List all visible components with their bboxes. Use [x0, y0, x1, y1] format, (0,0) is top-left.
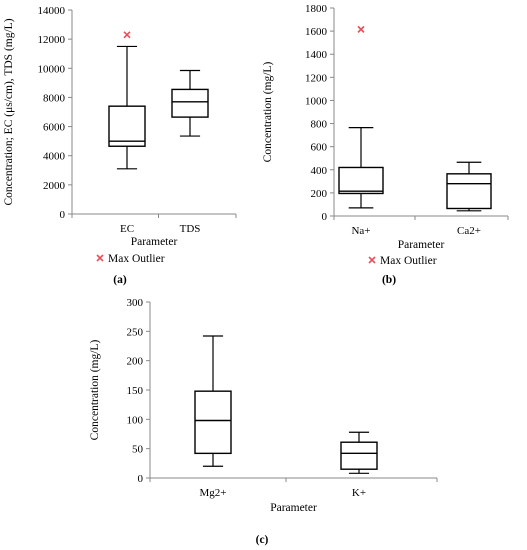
chart-panel-a: 0 2000 4000 6000 8000 10000 12000 14000 EC TDS Con… — [3, 5, 237, 286]
box-k — [340, 431, 378, 474]
chart-panel-c: 0 50 100 150 200 250 300 Mg2+ K+ Concentration (m… — [89, 297, 438, 546]
panel-label: (a) — [113, 274, 127, 286]
legend: Max Outlier — [368, 255, 437, 267]
x-tick-label: Mg2+ — [200, 487, 227, 499]
max-outlier-marker — [357, 25, 365, 33]
x-tick-label: Na+ — [351, 225, 370, 237]
y-axis-title: Concentration (mg/L) — [262, 62, 274, 163]
y-tick-label: 200 — [311, 188, 328, 200]
x-tick-label: EC — [120, 223, 134, 235]
x-tick-label: TDS — [180, 223, 201, 235]
y-tick-label: 250 — [127, 326, 144, 338]
legend-outlier-icon — [96, 254, 104, 262]
legend-label: Max Outlier — [380, 255, 437, 267]
y-tick-label: 1000 — [305, 95, 328, 107]
iqr-box — [338, 166, 384, 195]
box-na — [338, 126, 384, 209]
y-tick-label: 2000 — [43, 180, 66, 192]
y-tick-label: 10000 — [38, 63, 66, 75]
y-tick-label: 0 — [60, 209, 66, 221]
y-tick-label: 0 — [138, 473, 144, 485]
y-tick-label: 1600 — [305, 26, 328, 38]
panel-label: (b) — [382, 274, 396, 286]
outlier-stroke — [357, 25, 365, 33]
y-tick-label: 1200 — [305, 72, 328, 84]
x-axis-title: Parameter — [270, 502, 317, 514]
y-tick-label: 50 — [132, 444, 144, 456]
y-tick-label: 0 — [322, 211, 328, 223]
y-tick-label: 12000 — [38, 34, 66, 46]
chart-panel-b: 0 200 400 600 800 1000 1200 1400 1600 1800 Na+ Ca2+… — [262, 3, 509, 286]
y-tick-label: 6000 — [43, 122, 66, 134]
y-tick-label: 200 — [127, 356, 144, 368]
x-tick-label: K+ — [352, 487, 366, 499]
panel-label: (c) — [256, 534, 269, 546]
x-axis-title: Parameter — [398, 239, 445, 251]
box-tds — [171, 69, 209, 137]
y-tick-label: 400 — [311, 165, 328, 177]
y-tick-label: 14000 — [38, 5, 66, 17]
iqr-box — [194, 390, 232, 455]
box-mg2 — [194, 335, 232, 467]
y-axis-title: Concentration (mg/L) — [89, 340, 101, 441]
y-tick-label: 150 — [127, 385, 144, 397]
y-tick-label: 100 — [127, 414, 144, 426]
y-tick-label: 8000 — [43, 92, 66, 104]
iqr-box — [171, 88, 209, 118]
x-tick-label: Ca2+ — [457, 225, 481, 237]
iqr-box — [446, 173, 492, 210]
max-outlier-marker — [123, 31, 131, 39]
legend: Max Outlier — [96, 253, 165, 265]
legend-outlier-icon — [368, 256, 376, 264]
iqr-box — [340, 441, 378, 470]
iqr-box — [108, 105, 146, 147]
box-ec — [108, 45, 146, 170]
y-axis-title: Concentration; EC (μs/cm), TDS (mg/L) — [3, 18, 15, 205]
y-tick-label: 4000 — [43, 151, 66, 163]
y-tick-label: 1400 — [305, 49, 328, 61]
outlier-stroke — [123, 31, 131, 39]
box-ca2 — [446, 161, 492, 212]
y-tick-label: 1800 — [305, 3, 328, 15]
legend-label: Max Outlier — [108, 253, 165, 265]
y-tick-label: 800 — [311, 119, 328, 131]
y-tick-label: 300 — [127, 297, 144, 309]
y-tick-label: 600 — [311, 142, 328, 154]
x-axis-title: Parameter — [131, 236, 178, 248]
